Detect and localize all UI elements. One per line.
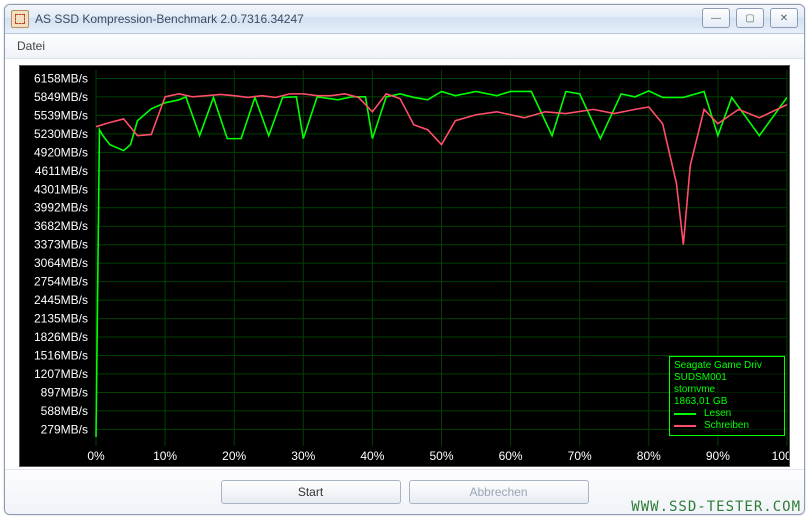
watermark: WWW.SSD-TESTER.COM — [631, 499, 801, 515]
app-icon — [11, 10, 29, 28]
svg-text:5849MB/s: 5849MB/s — [34, 90, 88, 104]
svg-text:1826MB/s: 1826MB/s — [34, 330, 88, 344]
svg-text:3992MB/s: 3992MB/s — [34, 201, 88, 215]
legend-line: 1863,01 GB — [674, 396, 780, 408]
svg-text:0%: 0% — [87, 449, 105, 463]
window-title: AS SSD Kompression-Benchmark 2.0.7316.34… — [35, 12, 304, 26]
svg-text:30%: 30% — [291, 449, 315, 463]
menu-file[interactable]: Datei — [17, 39, 45, 53]
legend-box: Seagate Game DrivSUDSM001stornvme1863,01… — [669, 356, 785, 436]
legend-line: SUDSM001 — [674, 372, 780, 384]
svg-text:100%: 100% — [772, 449, 789, 463]
legend-label: Schreiben — [704, 420, 749, 432]
svg-text:5539MB/s: 5539MB/s — [34, 108, 88, 122]
svg-text:1207MB/s: 1207MB/s — [34, 367, 88, 381]
svg-text:6158MB/s: 6158MB/s — [34, 71, 88, 85]
svg-text:5230MB/s: 5230MB/s — [34, 127, 88, 141]
legend-series: Schreiben — [674, 420, 780, 432]
app-window: AS SSD Kompression-Benchmark 2.0.7316.34… — [4, 4, 805, 515]
svg-text:2754MB/s: 2754MB/s — [34, 275, 88, 289]
svg-text:2135MB/s: 2135MB/s — [34, 312, 88, 326]
svg-text:20%: 20% — [222, 449, 246, 463]
svg-text:50%: 50% — [429, 449, 453, 463]
svg-text:40%: 40% — [360, 449, 384, 463]
legend-label: Lesen — [704, 408, 731, 420]
svg-text:90%: 90% — [706, 449, 730, 463]
titlebar: AS SSD Kompression-Benchmark 2.0.7316.34… — [5, 5, 804, 34]
svg-text:3373MB/s: 3373MB/s — [34, 238, 88, 252]
maximize-button[interactable]: ▢ — [736, 8, 764, 28]
svg-text:10%: 10% — [153, 449, 177, 463]
legend-line: stornvme — [674, 384, 780, 396]
svg-text:4920MB/s: 4920MB/s — [34, 145, 88, 159]
minimize-button[interactable]: — — [702, 8, 730, 28]
svg-text:3064MB/s: 3064MB/s — [34, 256, 88, 270]
svg-text:897MB/s: 897MB/s — [41, 385, 88, 399]
start-button[interactable]: Start — [221, 480, 401, 504]
svg-text:1516MB/s: 1516MB/s — [34, 349, 88, 363]
legend-line: Seagate Game Driv — [674, 360, 780, 372]
svg-text:60%: 60% — [499, 449, 523, 463]
svg-text:279MB/s: 279MB/s — [41, 422, 88, 436]
svg-text:70%: 70% — [568, 449, 592, 463]
legend-swatch — [674, 413, 696, 415]
svg-text:80%: 80% — [637, 449, 661, 463]
legend-series: Lesen — [674, 408, 780, 420]
svg-text:4301MB/s: 4301MB/s — [34, 182, 88, 196]
svg-text:2445MB/s: 2445MB/s — [34, 293, 88, 307]
svg-text:3682MB/s: 3682MB/s — [34, 219, 88, 233]
svg-text:4611MB/s: 4611MB/s — [35, 164, 88, 178]
abort-button[interactable]: Abbrechen — [409, 480, 589, 504]
close-button[interactable]: ✕ — [770, 8, 798, 28]
menubar: Datei — [5, 34, 804, 59]
svg-text:588MB/s: 588MB/s — [41, 404, 88, 418]
legend-swatch — [674, 425, 696, 427]
window-controls: — ▢ ✕ — [702, 8, 798, 28]
chart-area: 6158MB/s 5849MB/s 5539MB/s 5230MB/s 4920MB/s… — [19, 65, 790, 467]
